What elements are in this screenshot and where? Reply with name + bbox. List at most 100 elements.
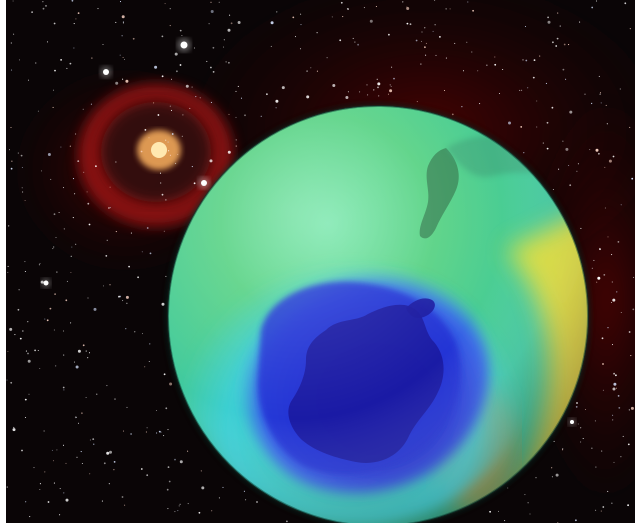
star [62,330,65,332]
star [28,393,30,395]
star [115,231,117,233]
star [106,385,108,387]
star [416,101,418,103]
star [551,476,553,478]
star [605,104,607,106]
earth-globe [166,104,590,523]
star [601,337,604,340]
star [525,59,528,62]
star [165,199,167,201]
star [547,20,551,24]
star [562,449,564,451]
star [6,379,8,381]
star [607,327,609,329]
star [13,33,15,35]
star [591,6,594,9]
star [200,470,202,472]
star [24,398,27,401]
star [522,59,524,61]
star [59,488,61,490]
star [354,41,356,43]
star [210,10,214,13]
star [420,40,423,42]
star [363,7,365,9]
star [75,365,79,369]
star [260,115,262,117]
star [559,25,561,27]
star [406,6,408,8]
star [125,328,127,330]
star [568,164,570,167]
star [613,382,617,386]
star [24,261,26,263]
star [519,89,521,91]
star [53,482,55,484]
star [406,7,410,10]
star [163,373,166,376]
star [177,153,179,155]
star [62,444,65,446]
star [7,271,9,273]
star [73,361,76,363]
star [558,168,560,170]
star [46,41,49,43]
star [387,93,390,95]
star [101,500,103,502]
star [75,18,77,20]
star [198,511,201,514]
star [148,360,150,363]
star [524,25,527,28]
star [54,293,56,295]
star [10,381,13,384]
star [611,344,614,346]
star [165,275,167,277]
star [159,172,162,174]
star [153,102,155,104]
star [223,39,225,41]
star [65,299,68,302]
star [187,503,189,505]
star [603,274,606,276]
star [47,501,50,503]
star [611,254,613,256]
star [77,12,80,15]
star [161,35,164,38]
star [602,506,605,508]
star [332,84,336,87]
star [25,501,27,503]
star [187,450,189,452]
star [612,414,614,416]
star [181,135,183,137]
star [210,101,212,103]
star [169,25,171,27]
star [141,251,143,253]
star [49,307,52,310]
star [584,408,587,411]
star [193,47,196,49]
star [420,63,422,65]
star [90,103,92,105]
star [53,22,56,25]
star [161,75,164,78]
star [54,69,56,72]
star [222,486,224,488]
star [167,508,169,510]
star [477,70,479,72]
star [121,15,125,19]
star [594,420,596,422]
star [406,22,409,25]
star [66,280,68,282]
star [130,433,132,435]
star [10,42,12,44]
star [73,23,75,25]
star [618,407,621,409]
star [632,308,635,311]
star [167,141,169,143]
star [40,170,43,172]
star [243,490,245,492]
star [619,88,621,90]
star [620,456,622,458]
star [527,502,529,504]
star [11,160,13,162]
star [275,107,277,109]
